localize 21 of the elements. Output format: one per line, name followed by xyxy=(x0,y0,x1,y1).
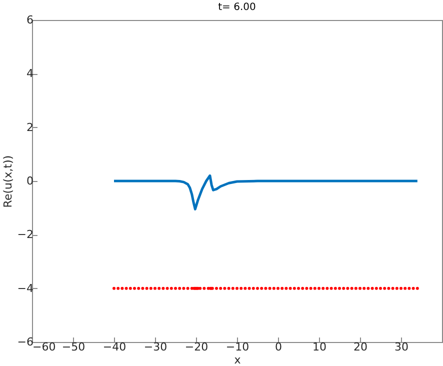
y-tick-label: 0 xyxy=(26,174,34,188)
x-tick-label: 10 xyxy=(312,340,326,354)
x-tick-label: −60 xyxy=(32,340,56,354)
y-tick-label: 6 xyxy=(26,14,34,26)
y-tick-label: −6 xyxy=(17,336,34,348)
x-tick-label: −30 xyxy=(144,340,168,354)
chart-title: t= 6.00 xyxy=(218,2,256,13)
y-tick-label: −4 xyxy=(17,282,34,295)
y-tick-label: 2 xyxy=(26,120,34,134)
x-tick-label: 30 xyxy=(394,340,408,354)
y-axis-title: Re(u(x,t)) xyxy=(1,155,14,208)
line-series xyxy=(112,174,419,210)
y-tick-label: 4 xyxy=(26,67,34,80)
x-tick-label: −10 xyxy=(226,340,250,354)
x-tick-label: 20 xyxy=(354,340,368,354)
x-axis-title: x xyxy=(234,354,242,366)
x-tick-label: −20 xyxy=(184,340,208,354)
x-tick-label: −50 xyxy=(62,340,86,354)
x-tick-label: 0 xyxy=(275,340,282,354)
x-tick-label: −40 xyxy=(102,340,126,354)
y-tick-label: −2 xyxy=(17,228,34,242)
